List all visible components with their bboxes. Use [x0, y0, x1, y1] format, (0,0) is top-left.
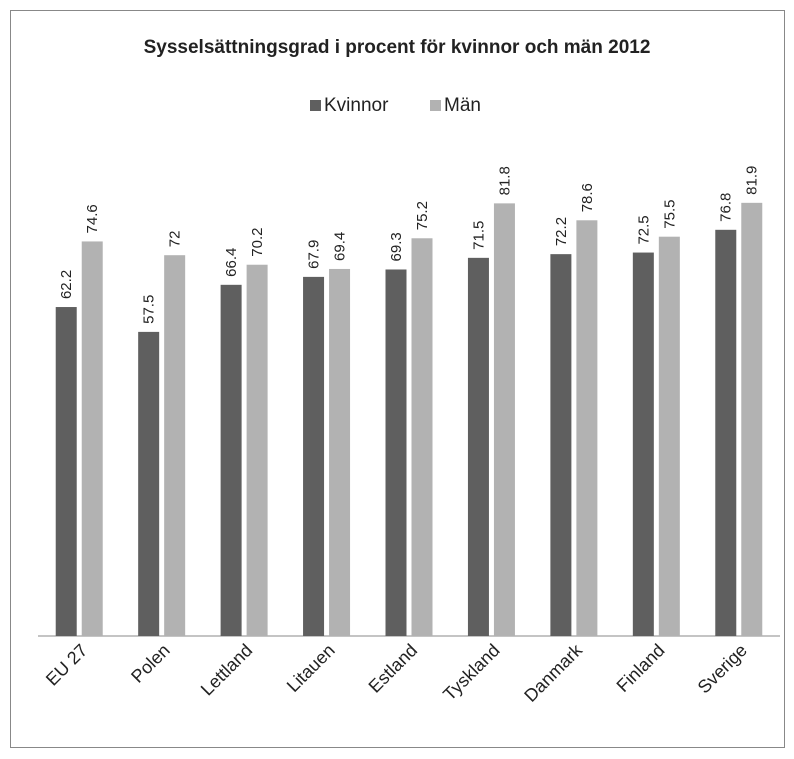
data-label: 57.5 [141, 295, 158, 324]
bar [138, 331, 160, 636]
data-label: 69.4 [332, 232, 349, 261]
data-label: 69.3 [388, 232, 405, 261]
data-label: 81.8 [496, 166, 513, 195]
bar [55, 307, 77, 636]
bar [632, 252, 654, 637]
data-label: 70.2 [249, 228, 266, 257]
bar [303, 276, 325, 636]
data-label: 62.2 [58, 270, 75, 299]
data-label: 75.2 [414, 201, 431, 230]
x-tick-label: Finland [613, 640, 669, 696]
bar [329, 268, 351, 636]
legend-swatch [310, 100, 321, 111]
bar [576, 220, 598, 636]
x-tick-label: Lettland [197, 640, 256, 699]
bar [715, 229, 737, 636]
data-label: 75.5 [661, 199, 678, 228]
data-label: 81.9 [744, 166, 761, 195]
x-tick-label: EU 27 [42, 640, 92, 690]
bar [164, 255, 186, 636]
data-label: 66.4 [223, 248, 240, 277]
chart-frame [10, 10, 785, 748]
x-tick-label: Tyskland [439, 640, 503, 704]
data-label: 78.6 [579, 183, 596, 212]
bar [385, 269, 407, 636]
bar [467, 257, 489, 636]
x-tick-label: Estland [365, 640, 422, 697]
data-label: 76.8 [718, 193, 735, 222]
data-label: 72 [167, 231, 184, 248]
x-tick-label: Sverige [694, 640, 751, 697]
data-label: 72.2 [553, 217, 570, 246]
x-tick-label: Danmark [520, 639, 586, 705]
bar [411, 238, 433, 636]
bar [550, 254, 572, 637]
bar [81, 241, 103, 636]
bar [741, 202, 763, 636]
bar [246, 264, 268, 636]
legend-label: Kvinnor [324, 95, 389, 116]
x-tick-label: Litauen [283, 640, 339, 696]
legend-swatch [430, 100, 441, 111]
chart-title: Sysselsättningsgrad i procent för kvinno… [144, 37, 651, 58]
bar [220, 284, 242, 636]
data-label: 72.5 [635, 215, 652, 244]
bar [658, 236, 680, 636]
bar [493, 203, 515, 636]
legend-label: Män [444, 95, 481, 116]
x-tick-label: Polen [127, 640, 174, 687]
data-label: 74.6 [84, 204, 101, 233]
data-label: 67.9 [306, 240, 323, 269]
data-label: 71.5 [470, 221, 487, 250]
